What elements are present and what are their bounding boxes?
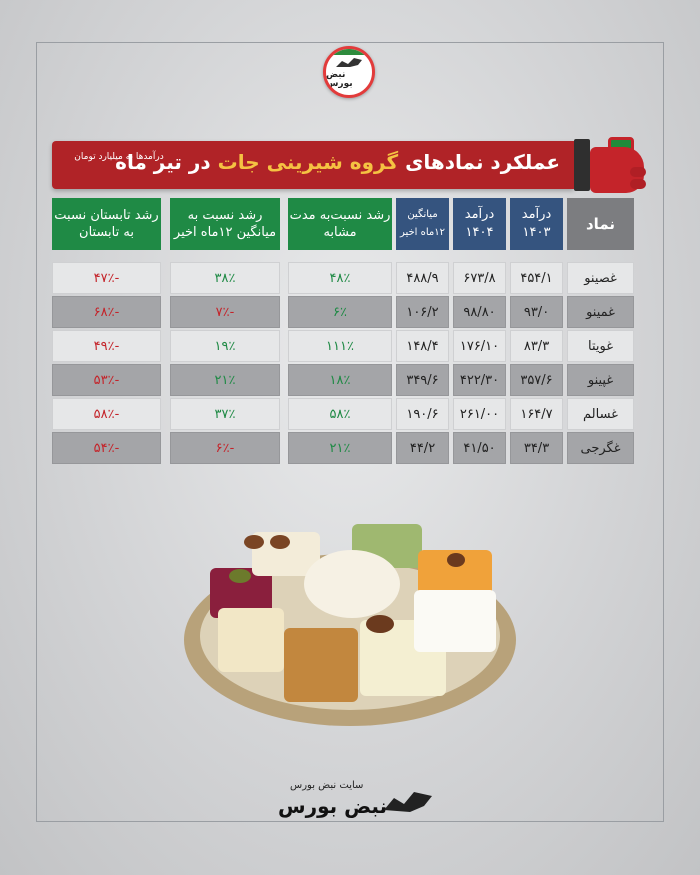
table-cell: ۳۴/۳ xyxy=(510,432,563,464)
table-cell: ۲۱٪ xyxy=(288,432,392,464)
table-cell: -۴۹٪ xyxy=(52,330,161,362)
table-cell: ۶۷۳/۸ xyxy=(453,262,506,294)
table-cell: -۵۸٪ xyxy=(52,398,161,430)
table-cell: ۱۹۰/۶ xyxy=(396,398,449,430)
bull-logo-icon xyxy=(336,58,362,67)
logo-text: نبض بورس xyxy=(326,70,353,89)
table-cell: ۳۴۹/۶ xyxy=(396,364,449,396)
table-cell: ۳۸٪ xyxy=(170,262,280,294)
table-cell: ۸۳/۳ xyxy=(510,330,563,362)
title-start: عملکرد نمادهای xyxy=(405,150,560,174)
sleeve-cuff xyxy=(574,139,590,191)
table-cell: -۴۷٪ xyxy=(52,262,161,294)
table-cell: ۱۰۶/۲ xyxy=(396,296,449,328)
table-cell: ۴۵۴/۱ xyxy=(510,262,563,294)
table-cell: ۶٪ xyxy=(288,296,392,328)
table-row-symbol: غسالم xyxy=(567,398,634,430)
table-cell: ۱۴۸/۴ xyxy=(396,330,449,362)
table-cell: ۱۸٪ xyxy=(288,364,392,396)
table-cell: ۲۶۱/۰۰ xyxy=(453,398,506,430)
table-cell: ۹۳/۰ xyxy=(510,296,563,328)
footer-brand: سایت نبض بورس نبض بورس xyxy=(278,780,438,826)
table-cell: ۱۶۴/۷ xyxy=(510,398,563,430)
table-cell: -۷٪ xyxy=(170,296,280,328)
site-caption: سایت نبض بورس xyxy=(290,780,364,791)
table-row-symbol: غصینو xyxy=(567,262,634,294)
unit-note: درآمدها به میلیارد تومان xyxy=(74,152,164,162)
table-cell: ۲۱٪ xyxy=(170,364,280,396)
table-cell: ۴۱/۵۰ xyxy=(453,432,506,464)
table-cell: -۶٪ xyxy=(170,432,280,464)
sweets-plate-image xyxy=(184,524,516,726)
header-growth-summer: رشد تابستان نسبت به تابستان xyxy=(52,198,161,250)
table-cell: -۶۸٪ xyxy=(52,296,161,328)
table-cell: ۹۸/۸۰ xyxy=(453,296,506,328)
bull-brand-icon xyxy=(384,792,432,812)
header-symbol: نماد xyxy=(567,198,634,250)
table-row-symbol: غپینو xyxy=(567,364,634,396)
table-cell: ۴۴/۲ xyxy=(396,432,449,464)
top-logo: نبض بورس xyxy=(323,46,375,98)
table-cell: ۳۵۷/۶ xyxy=(510,364,563,396)
fist-icon xyxy=(590,137,650,195)
table-cell: ۵۸٪ xyxy=(288,398,392,430)
table-row-symbol: غویتا xyxy=(567,330,634,362)
header-revenue-1403: درآمد ۱۴۰۳ xyxy=(510,198,563,250)
table-cell: ۴۸۸/۹ xyxy=(396,262,449,294)
header-avg-12m: میانگین ۱۲ماه اخیر xyxy=(396,198,449,250)
content-frame xyxy=(36,42,664,822)
header-revenue-1404: درآمد ۱۴۰۴ xyxy=(453,198,506,250)
title-end: در تیر ماه xyxy=(115,150,211,174)
page-title: عملکرد نمادهای گروه شیرینی جات در تیر ما… xyxy=(115,150,560,174)
table-cell: ۱۹٪ xyxy=(170,330,280,362)
title-banner: عملکرد نمادهای گروه شیرینی جات در تیر ما… xyxy=(52,141,574,189)
header-growth-vs-avg: رشد نسبت به میانگین ۱۲ماه اخیر xyxy=(170,198,280,250)
table-cell: -۵۳٪ xyxy=(52,364,161,396)
title-highlight: گروه شیرینی جات xyxy=(217,150,399,174)
table-cell: ۱۷۶/۱۰ xyxy=(453,330,506,362)
table-cell: ۳۷٪ xyxy=(170,398,280,430)
table-cell: ۴۲۲/۳۰ xyxy=(453,364,506,396)
table-cell: ۴۸٪ xyxy=(288,262,392,294)
header-growth-yoy: رشد نسبت‌به مدت مشابه xyxy=(288,198,392,250)
table-row-symbol: غمینو xyxy=(567,296,634,328)
table-row-symbol: غگرجی xyxy=(567,432,634,464)
brand-name: نبض بورس xyxy=(278,794,388,818)
table-cell: ۱۱۱٪ xyxy=(288,330,392,362)
table-cell: -۵۴٪ xyxy=(52,432,161,464)
